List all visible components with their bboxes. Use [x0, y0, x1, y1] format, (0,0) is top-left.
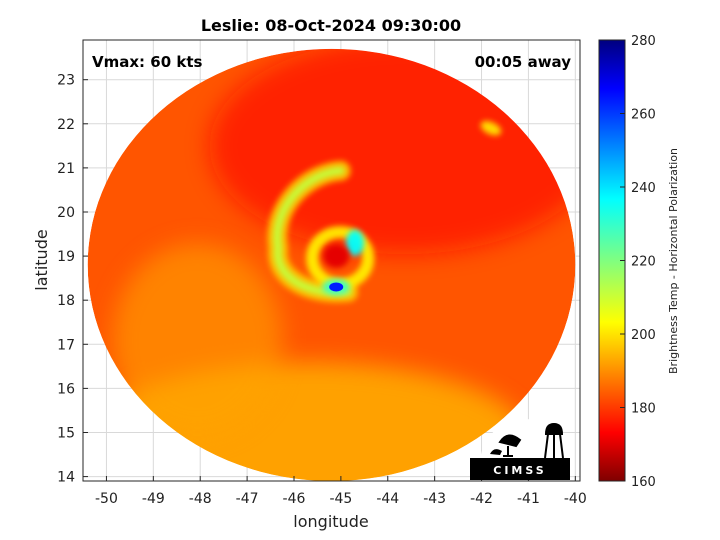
y-tick-label: 20: [57, 205, 75, 221]
vmax-annotation: Vmax: 60 kts: [92, 53, 202, 71]
y-tick-label: 21: [57, 161, 75, 177]
outer-rainband-core: [273, 166, 353, 297]
cimss-logo: CIMSS: [470, 419, 570, 480]
logo-text: CIMSS: [493, 464, 546, 477]
y-tick-label: 22: [57, 117, 75, 133]
x-tick-label: -45: [329, 491, 352, 507]
eye: [323, 244, 350, 269]
x-tick-label: -40: [564, 491, 587, 507]
x-tick-label: -50: [95, 491, 118, 507]
colorbar-tick-label: 180: [631, 402, 656, 417]
swath-southwest-warm-region: [112, 243, 283, 438]
x-tick-label: -43: [423, 491, 446, 507]
x-axis-ticks: -50 -49 -48 -47 -46 -45 -44 -43 -42 -41 -40: [95, 476, 587, 507]
y-axis-label: latitude: [32, 229, 51, 290]
x-tick-label: -46: [283, 491, 306, 507]
x-tick-label: -41: [517, 491, 540, 507]
logo-dish-icon: [498, 434, 522, 457]
colorbar-tick-label: 280: [631, 34, 656, 49]
y-tick-label: 15: [57, 425, 75, 441]
axes-frame: [82, 39, 581, 482]
small-cell-ne: [480, 121, 502, 136]
colorbar-tick-label: 160: [631, 475, 656, 490]
eyewall-hotspot: [329, 282, 344, 292]
colorbar-tick-label: 220: [631, 255, 656, 270]
colorbar-tick-label: 240: [631, 181, 656, 196]
chart-title: Leslie: 08-Oct-2024 09:30:00: [201, 16, 461, 35]
x-axis-label: longitude: [293, 512, 368, 531]
x-tick-label: -44: [376, 491, 399, 507]
colorbar-tick-label: 260: [631, 108, 656, 123]
y-tick-label: 18: [57, 293, 75, 309]
y-tick-label: 19: [57, 249, 75, 265]
y-tick-label: 14: [57, 470, 75, 486]
time-offset-annotation: 00:05 away: [475, 53, 572, 71]
logo-tower-icon: [544, 422, 564, 459]
y-tick-label: 23: [57, 73, 75, 89]
x-tick-label: -49: [142, 491, 165, 507]
logo-base: [470, 458, 570, 480]
colorbar-ticks: 160 180 200 220 240 260 280: [620, 34, 656, 490]
inner-band-east: [345, 229, 364, 256]
colorbar-label: Brightness Temp - Horizontal Polarizatio…: [667, 148, 680, 374]
logo-dish-small-icon: [490, 449, 502, 455]
y-tick-label: 17: [57, 337, 75, 353]
y-tick-label: 16: [57, 381, 75, 397]
colorbar-tick-label: 200: [631, 328, 656, 343]
x-tick-label: -47: [236, 491, 259, 507]
x-tick-label: -48: [189, 491, 212, 507]
y-axis-ticks: 14 15 16 17 18 19 20 21 22 23: [57, 73, 88, 486]
x-tick-label: -42: [470, 491, 493, 507]
